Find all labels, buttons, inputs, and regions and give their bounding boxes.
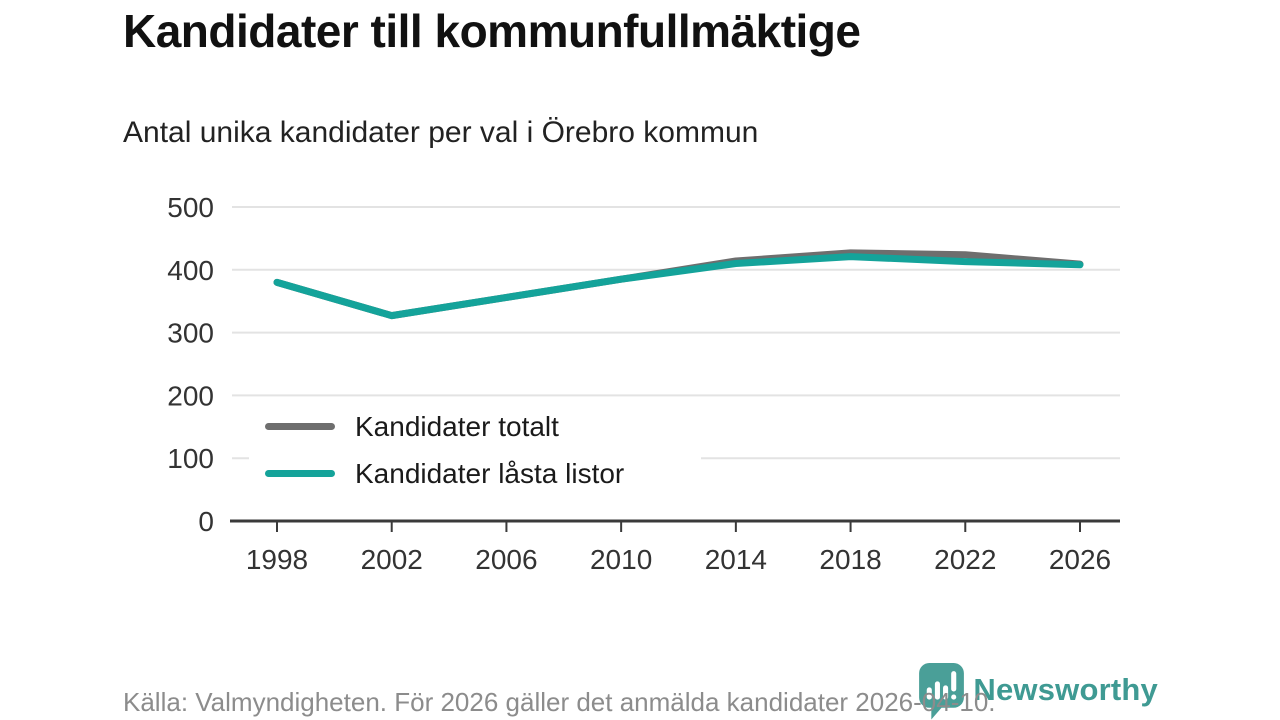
svg-text:100: 100 xyxy=(167,443,214,474)
legend-label-locked-lists: Kandidater låsta listor xyxy=(355,457,625,489)
newsworthy-wordmark: Newsworthy xyxy=(973,672,1158,707)
legend-swatch-locked-lists xyxy=(265,470,335,477)
svg-text:1998: 1998 xyxy=(246,544,308,575)
svg-text:2010: 2010 xyxy=(590,544,652,575)
svg-text:2002: 2002 xyxy=(361,544,423,575)
chart-legend: Kandidater totalt Kandidater låsta listo… xyxy=(249,399,701,503)
svg-text:2018: 2018 xyxy=(819,544,881,575)
legend-item-locked-lists: Kandidater låsta listor xyxy=(265,450,701,497)
svg-text:2014: 2014 xyxy=(705,544,767,575)
svg-text:2006: 2006 xyxy=(475,544,537,575)
svg-text:300: 300 xyxy=(167,318,214,349)
legend-item-total: Kandidater totalt xyxy=(265,403,701,450)
series-line xyxy=(273,253,1084,320)
svg-text:2026: 2026 xyxy=(1049,544,1111,575)
newsworthy-bubble-chart-icon xyxy=(919,663,965,720)
legend-label-total: Kandidater totalt xyxy=(355,410,559,442)
source-note: Källa: Valmyndigheten. För 2026 gäller d… xyxy=(123,687,996,717)
svg-text:200: 200 xyxy=(167,380,214,411)
chart-subtitle: Antal unika kandidater per val i Örebro … xyxy=(123,116,759,149)
chart-title: Kandidater till kommunfullmäktige xyxy=(123,5,861,57)
newsworthy-logo: Newsworthy xyxy=(919,663,1158,720)
svg-text:500: 500 xyxy=(167,192,214,223)
svg-text:400: 400 xyxy=(167,255,214,286)
svg-text:0: 0 xyxy=(198,506,214,537)
svg-text:2022: 2022 xyxy=(934,544,996,575)
legend-swatch-total xyxy=(265,423,335,430)
